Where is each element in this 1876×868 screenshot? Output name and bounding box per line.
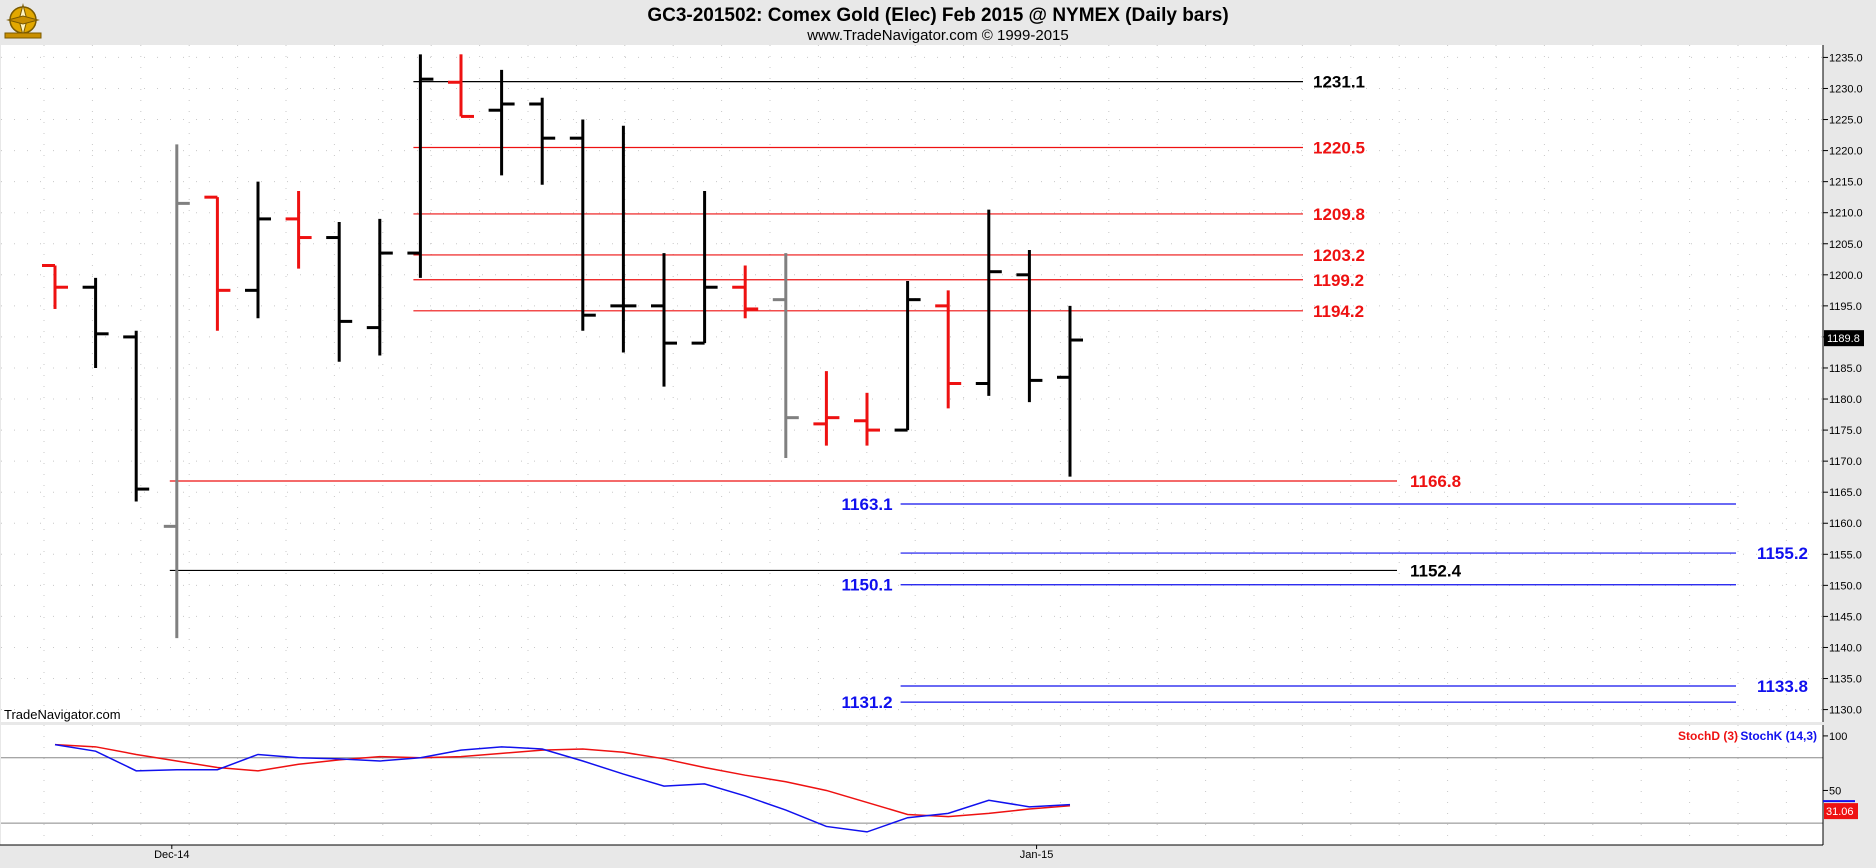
ohlc-bar: [1016, 249, 1043, 403]
level-label: 1220.5: [1313, 138, 1365, 157]
y-tick-label: 1155.0: [1829, 549, 1862, 561]
stoch-series-line: [54, 743, 1071, 833]
legend-stochk: StochK (14,3): [1740, 729, 1817, 743]
ohlc-bar: [326, 222, 353, 362]
y-tick-label: 1145.0: [1829, 611, 1862, 623]
y-tick-label: 1225.0: [1829, 115, 1863, 127]
last-price-badge: [1824, 330, 1864, 347]
level-label: 1133.8: [1757, 677, 1808, 696]
price-grid: [1, 45, 1823, 722]
level-label: 1131.2: [842, 693, 893, 712]
y-tick-label: 1130.0: [1829, 705, 1862, 717]
ohlc-bar: [691, 190, 718, 345]
y-tick-label: 1150.0: [1829, 580, 1862, 592]
x-axis: Dec-14 Jan-15: [0, 844, 1823, 861]
stoch-series-line: [54, 743, 1071, 818]
y-tick-label: 1165.0: [1829, 487, 1862, 499]
level-label: 1203.2: [1313, 246, 1365, 265]
level-label: 1194.2: [1313, 302, 1364, 321]
y-tick-label: 50: [1829, 785, 1841, 797]
ohlc-bar: [407, 54, 434, 278]
header: GC3-201502: Comex Gold (Elec) Feb 2015 @…: [4, 3, 1229, 44]
ohlc-bar: [975, 209, 1002, 396]
y-tick-label: 1200.0: [1829, 270, 1863, 282]
ohlc-bar: [245, 181, 271, 319]
legend-stochd: StochD (3): [1678, 729, 1738, 743]
ohlc-bar: [448, 54, 474, 118]
y-tick-label: 1235.0: [1829, 52, 1863, 64]
y-tick-label: 100: [1829, 731, 1847, 743]
y-tick-label: 1210.0: [1829, 208, 1863, 220]
x-tick-label: Jan-15: [1020, 849, 1054, 861]
ohlc-bar: [894, 281, 921, 432]
y-tick-label: 1205.0: [1829, 239, 1863, 251]
ohlc-bar: [610, 125, 637, 353]
price-plot-area: [1, 45, 1823, 722]
stochastic-lines: [54, 743, 1071, 833]
ohlc-bar: [82, 277, 109, 368]
stochastic-grid: [1, 725, 1823, 845]
y-tick-label: 1135.0: [1829, 674, 1862, 686]
ohlc-bar: [366, 218, 393, 356]
y-tick-label: 1180.0: [1829, 394, 1862, 406]
last-price-label: 1189.8: [1827, 333, 1860, 345]
ohlc-bar: [569, 119, 596, 331]
ohlc-bar: [935, 290, 962, 409]
ohlc-bar: [732, 265, 759, 319]
stochastic-y-axis: 50 100 31.06: [1822, 725, 1858, 845]
stochastic-plot-area: [1, 725, 1823, 845]
x-tick-label: Dec-14: [154, 849, 189, 861]
level-label: 1199.2: [1313, 271, 1364, 290]
watermark-text: TradeNavigator.com: [4, 707, 121, 722]
ohlc-bar: [204, 195, 231, 331]
ohlc-bar: [1057, 305, 1083, 477]
chart-title: GC3-201502: Comex Gold (Elec) Feb 2015 @…: [647, 5, 1228, 26]
ohlc-bar: [123, 330, 150, 502]
y-tick-label: 1175.0: [1829, 425, 1862, 437]
level-label: 1231.1: [1313, 73, 1365, 92]
ohlc-bar: [651, 253, 677, 387]
tradenavigator-compass-logo-icon: [4, 3, 42, 39]
level-label: 1150.1: [842, 576, 893, 595]
price-panel: 1231.1 1220.5 1209.8 1203.2 1199.2 1194.2 1166…: [1, 45, 1864, 722]
level-label: 1209.8: [1313, 205, 1365, 224]
price-y-axis: 1130.0 1135.0 1140.0 1145.0 1150.0 1155.0 1160…: [1822, 45, 1864, 722]
price-levels: 1231.1 1220.5 1209.8 1203.2 1199.2 1194.2 1166…: [169, 73, 1808, 712]
ohlc-bar: [488, 69, 515, 176]
ohlc-bar: [854, 392, 880, 446]
level-label: 1152.4: [1410, 561, 1462, 580]
ohlc-bar: [163, 144, 190, 639]
y-tick-label: 1220.0: [1829, 146, 1863, 158]
chart-subtitle: www.TradeNavigator.com © 1999-2015: [806, 27, 1068, 44]
y-tick-label: 1215.0: [1829, 177, 1863, 189]
y-tick-label: 1195.0: [1829, 301, 1862, 313]
y-tick-label: 1160.0: [1829, 518, 1862, 530]
level-label: 1166.8: [1410, 472, 1461, 491]
ohlc-bar: [529, 97, 556, 185]
ohlc-bar: [42, 263, 68, 309]
y-tick-label: 1185.0: [1829, 363, 1862, 375]
ohlc-bar: [772, 253, 799, 459]
y-tick-label: 1140.0: [1829, 642, 1862, 654]
stochastic-panel: 50 100 31.06 StochD (3) StochK (14,3): [1, 725, 1858, 845]
level-label: 1163.1: [842, 495, 893, 514]
ohlc-bar: [285, 190, 312, 269]
y-tick-label: 1170.0: [1829, 456, 1862, 468]
level-label: 1155.2: [1757, 544, 1808, 563]
stoch-last-label: 31.06: [1826, 806, 1854, 818]
stochastic-legend: StochD (3) StochK (14,3): [1678, 729, 1817, 743]
stoch-last-badge: [1824, 803, 1858, 820]
ohlc-bar: [813, 371, 840, 446]
price-bars: [42, 54, 1083, 639]
y-tick-label: 1230.0: [1829, 83, 1863, 95]
